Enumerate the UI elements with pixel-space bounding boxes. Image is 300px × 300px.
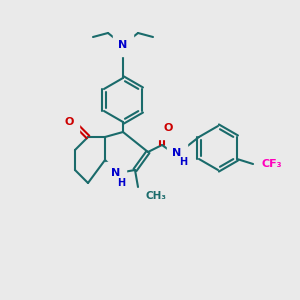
Text: N: N (172, 148, 182, 158)
Text: CF₃: CF₃ (261, 159, 282, 169)
Text: N: N (118, 40, 127, 50)
Text: H: H (179, 157, 187, 167)
Text: O: O (64, 117, 74, 127)
Text: O: O (163, 123, 173, 133)
Text: CH₃: CH₃ (146, 191, 167, 201)
Text: H: H (117, 178, 125, 188)
Text: N: N (111, 168, 121, 178)
